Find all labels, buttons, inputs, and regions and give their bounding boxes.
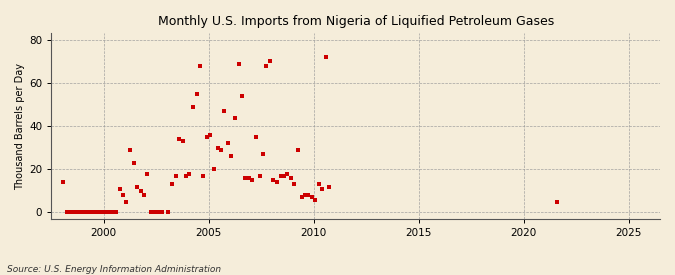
Point [156,210,167,215]
Point [551,199,562,204]
Point [125,148,136,152]
Point [303,193,314,197]
Point [167,182,178,187]
Point [306,195,317,200]
Point [82,210,93,215]
Point [300,193,310,197]
Point [296,195,307,200]
Point [265,59,275,64]
Point [117,193,128,197]
Point [121,199,132,204]
Point [138,193,149,197]
Point [173,137,184,141]
Point [114,186,125,191]
Point [244,176,254,180]
Point [65,210,76,215]
Point [76,210,86,215]
Point [209,167,219,172]
Point [289,182,300,187]
Point [181,174,192,178]
Point [292,148,303,152]
Point [321,55,331,59]
Point [104,210,115,215]
Point [247,178,258,182]
Point [58,180,69,185]
Point [236,94,247,98]
Point [271,180,282,185]
Point [205,133,216,137]
Point [191,92,202,96]
Point [177,139,188,144]
Point [310,197,321,202]
Point [219,109,230,113]
Point [202,135,213,139]
Point [194,64,205,68]
Point [79,210,90,215]
Point [275,174,286,178]
Point [286,176,296,180]
Point [324,185,335,189]
Point [170,174,181,178]
Point [317,186,328,191]
Point [153,210,163,215]
Point [212,145,223,150]
Point [254,174,265,178]
Point [149,210,160,215]
Point [268,178,279,182]
Point [61,210,72,215]
Point [198,174,209,178]
Point [215,148,226,152]
Point [107,210,118,215]
Point [261,64,272,68]
Point [226,154,237,159]
Point [69,210,80,215]
Point [223,141,234,146]
Point [184,171,195,176]
Point [135,189,146,193]
Point [230,115,240,120]
Point [132,185,142,189]
Point [250,135,261,139]
Point [188,104,198,109]
Point [93,210,104,215]
Point [282,171,293,176]
Point [72,210,83,215]
Point [142,171,153,176]
Point [90,210,101,215]
Point [86,210,97,215]
Point [97,210,107,215]
Text: Source: U.S. Energy Information Administration: Source: U.S. Energy Information Administ… [7,265,221,274]
Y-axis label: Thousand Barrels per Day: Thousand Barrels per Day [15,63,25,190]
Point [240,176,251,180]
Point [279,174,290,178]
Point [257,152,268,156]
Point [163,210,174,215]
Point [233,61,244,66]
Point [313,182,324,187]
Title: Monthly U.S. Imports from Nigeria of Liquified Petroleum Gases: Monthly U.S. Imports from Nigeria of Liq… [157,15,554,28]
Point [111,210,122,215]
Point [146,210,157,215]
Point [100,210,111,215]
Point [128,161,139,165]
